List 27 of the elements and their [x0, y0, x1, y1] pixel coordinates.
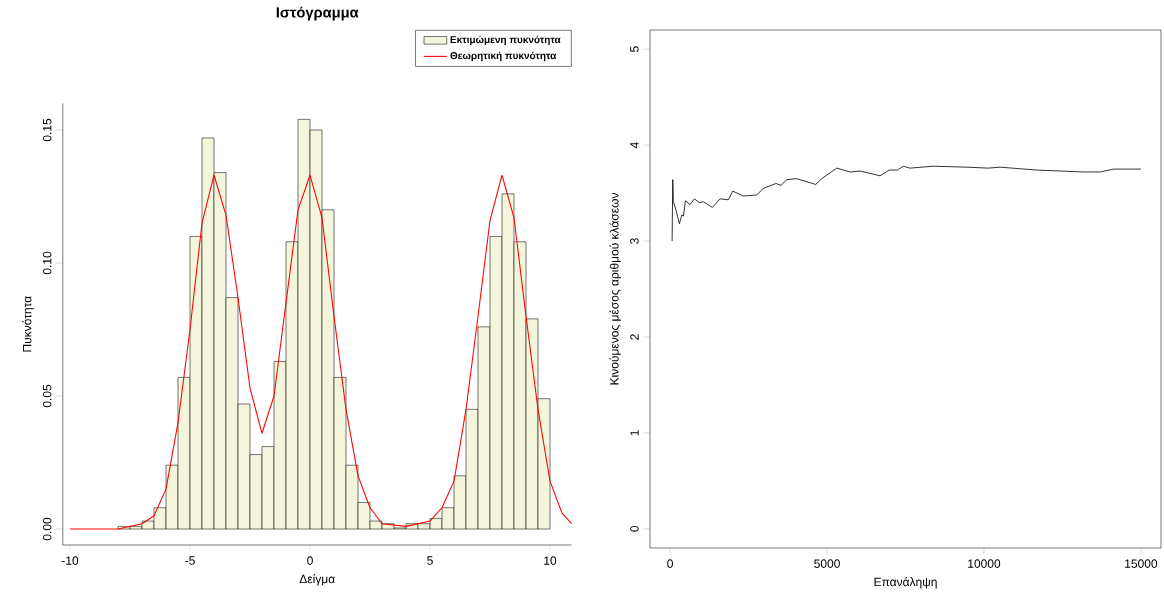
x-tick-label: 5000 — [814, 559, 840, 568]
x-axis-title: Επανάληψη — [874, 577, 937, 589]
y-tick-label: 0 — [630, 525, 639, 532]
y-tick-label: 2 — [630, 334, 639, 340]
y-tick-label: 0.15 — [42, 118, 52, 142]
x-tick-label: 15000 — [1125, 559, 1158, 568]
legend-label: Θεωρητική πυκνότητα — [450, 51, 557, 62]
y-tick-label: 4 — [630, 142, 639, 149]
y-axis-title: Πυκνότητα — [22, 296, 34, 352]
y-tick-label: 0.05 — [42, 384, 52, 408]
x-tick-label: 10 — [544, 556, 557, 565]
x-tick-label: 0 — [307, 556, 313, 565]
y-tick-label: 5 — [630, 46, 639, 53]
y-tick-label: 0.00 — [42, 517, 52, 541]
x-tick-label: 10000 — [968, 559, 1001, 568]
y-tick-label: 1 — [630, 430, 639, 436]
x-tick-label: 0 — [667, 559, 673, 568]
y-tick-label: 3 — [630, 238, 639, 244]
chart-title: Ιστόγραμμα — [276, 6, 359, 21]
y-axis-title: Κινούμενος μέσος αριθμού κλάσεων — [609, 193, 621, 385]
x-tick-label: 5 — [427, 556, 433, 565]
x-tick-label: -5 — [185, 556, 195, 565]
x-tick-label: -10 — [61, 556, 79, 565]
legend-label: Εκτιμώμενη πυκνότητα — [450, 35, 561, 46]
y-tick-label: 0.10 — [42, 251, 52, 275]
line-series — [69, 174, 573, 530]
x-axis-title: Δείγμα — [299, 574, 335, 586]
